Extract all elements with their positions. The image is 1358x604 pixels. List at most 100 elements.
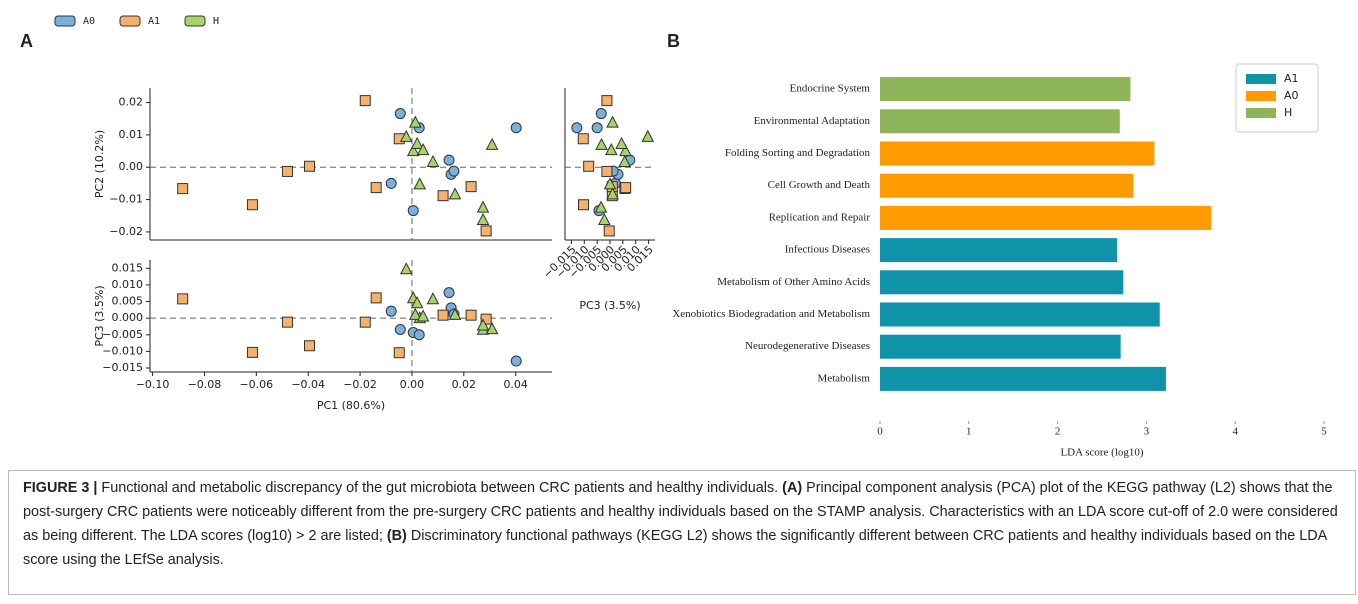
legend-swatch (184, 15, 206, 27)
category-label: Folding Sorting and Degradation (725, 147, 871, 159)
point (591, 122, 603, 134)
category-label: Infectious Diseases (785, 244, 870, 256)
bar (880, 366, 1166, 391)
point (480, 225, 492, 237)
legend-label: H (213, 16, 219, 27)
point (571, 122, 583, 134)
legend-label: A0 (83, 16, 95, 27)
x-tick-label: 0 (877, 426, 883, 438)
y-axis-label: PC2 (10.2%) (93, 130, 106, 198)
x-tick-label: 3 (1144, 426, 1150, 438)
bar (880, 238, 1118, 263)
legend-label: A1 (148, 16, 160, 27)
x-axis-label: PC1 (80.6%) (317, 399, 385, 412)
point (177, 293, 189, 305)
y-tick-label: −0.02 (109, 225, 143, 238)
panel-label: B (667, 31, 680, 51)
x-tick-label: 0.02 (452, 378, 477, 391)
bar (880, 270, 1124, 295)
point (578, 199, 590, 211)
x-tick-label: −0.02 (343, 378, 377, 391)
point (476, 318, 490, 331)
y-tick-label: 0.00 (119, 160, 144, 173)
y-tick-label: 0.02 (119, 96, 144, 109)
point (385, 305, 397, 317)
point (594, 200, 608, 213)
point (443, 287, 455, 299)
point (465, 309, 477, 321)
x-tick-label: 2 (1055, 426, 1061, 438)
panel-label: A (20, 31, 33, 51)
legend-swatch (1246, 108, 1276, 118)
category-label: Cell Growth and Death (768, 179, 871, 191)
point (603, 177, 617, 190)
point (408, 115, 422, 128)
x-tick-label: 4 (1232, 426, 1238, 438)
y-tick-label: −0.015 (102, 361, 143, 374)
y-tick-label: 0.005 (112, 295, 144, 308)
point (448, 187, 462, 200)
point (603, 225, 615, 237)
point (426, 292, 440, 305)
category-label: Neurodegenerative Diseases (745, 340, 870, 352)
category-label: Endocrine System (790, 83, 871, 95)
y-axis-label: PC3 (3.5%) (93, 285, 106, 346)
point (416, 143, 430, 156)
point (413, 177, 427, 190)
point (304, 160, 316, 172)
point (399, 262, 413, 275)
point (413, 329, 425, 341)
x-axis-label: PC3 (3.5%) (579, 299, 640, 312)
point (177, 183, 189, 195)
category-label: Replication and Repair (769, 211, 871, 223)
point (618, 154, 631, 168)
point (370, 182, 382, 194)
category-label: Metabolism of Other Amino Acids (717, 276, 870, 288)
y-tick-label: 0.01 (119, 128, 144, 141)
bar (880, 173, 1134, 198)
point (598, 212, 611, 225)
point (595, 137, 608, 150)
y-tick-label: 0.015 (112, 261, 144, 274)
caption-bold: (A) (782, 480, 803, 496)
y-tick-label: 0.010 (112, 278, 144, 291)
y-tick-label: −0.010 (102, 344, 143, 357)
point (304, 340, 316, 352)
y-tick-label: −0.005 (102, 328, 143, 341)
point (437, 309, 449, 321)
x-tick-label: −0.04 (291, 378, 325, 391)
bar (880, 77, 1131, 102)
caption-bold: FIGURE 3 | (23, 480, 98, 496)
x-tick-label: −0.06 (239, 378, 273, 391)
x-tick-label: −0.10 (136, 378, 170, 391)
point (476, 212, 490, 225)
bar (880, 334, 1121, 359)
point (408, 307, 422, 320)
category-label: Xenobiotics Biodegradation and Metabolis… (672, 308, 870, 320)
point (641, 129, 655, 142)
point (601, 165, 613, 177)
point (410, 296, 424, 309)
x-tick-label: 1 (966, 426, 972, 438)
point (426, 154, 440, 168)
bar (880, 109, 1120, 134)
point (595, 108, 607, 120)
point (437, 190, 449, 202)
x-tick-label: 0.00 (400, 378, 425, 391)
category-label: Metabolism (817, 372, 870, 384)
caption: FIGURE 3 | Functional and metabolic disc… (8, 470, 1356, 595)
point (485, 137, 499, 150)
point (281, 165, 293, 177)
point (399, 129, 413, 142)
point (601, 95, 613, 107)
legend-label: A0 (1284, 89, 1299, 102)
point (448, 307, 462, 320)
caption-text: Discriminatory functional pathways (KEGG… (23, 528, 1327, 568)
caption-bold: (B) (386, 528, 407, 544)
figure: A B −0.02 −0.01 0.00 0.01 0.02 PC2 (10.2%) A0 A… (20, 15, 1327, 459)
x-tick-label: 0.04 (503, 378, 528, 391)
point (485, 322, 499, 335)
point (281, 316, 293, 328)
legend-label: A1 (1284, 72, 1299, 85)
point (615, 136, 628, 149)
